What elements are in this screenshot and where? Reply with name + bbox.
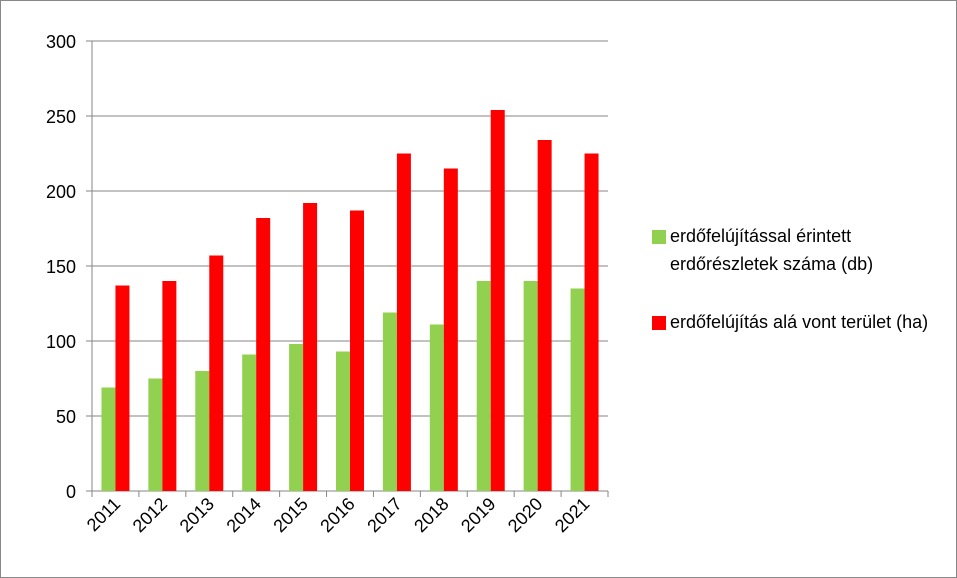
bar: [303, 203, 318, 491]
bar: [101, 387, 116, 491]
y-tick-label: 0: [66, 482, 76, 502]
bar: [350, 210, 364, 491]
y-tick-label: 50: [56, 407, 76, 427]
bar: [115, 285, 130, 491]
y-tick-label: 150: [46, 257, 76, 277]
bar: [429, 324, 444, 491]
bar: [490, 110, 505, 491]
legend-label: erdőfelújítással érintett erdőrészletek …: [670, 226, 874, 274]
legend-label: erdőfelújítás alá vont terület (ha): [670, 312, 929, 332]
bar: [396, 153, 411, 491]
bar: [570, 288, 585, 491]
bar: [476, 281, 491, 491]
bar: [209, 255, 224, 491]
bar: [584, 153, 599, 491]
bar: [382, 312, 397, 491]
bar: [242, 354, 257, 491]
bar: [195, 371, 210, 491]
bar: [256, 218, 271, 491]
legend-item: erdőfelújítás alá vont terület (ha): [652, 308, 952, 336]
bar: [336, 351, 350, 491]
bar: [289, 344, 304, 491]
legend-item: erdőfelújítással érintett erdőrészletek …: [652, 222, 952, 278]
bar: [443, 168, 458, 491]
bar: [537, 140, 552, 491]
legend-swatch: [652, 230, 666, 244]
y-tick-label: 200: [46, 182, 76, 202]
bar: [523, 281, 538, 491]
legend-swatch: [652, 316, 666, 330]
bar: [162, 281, 177, 491]
y-tick-label: 100: [46, 332, 76, 352]
y-tick-label: 250: [46, 107, 76, 127]
y-tick-label: 300: [46, 32, 76, 52]
bar: [148, 378, 163, 491]
